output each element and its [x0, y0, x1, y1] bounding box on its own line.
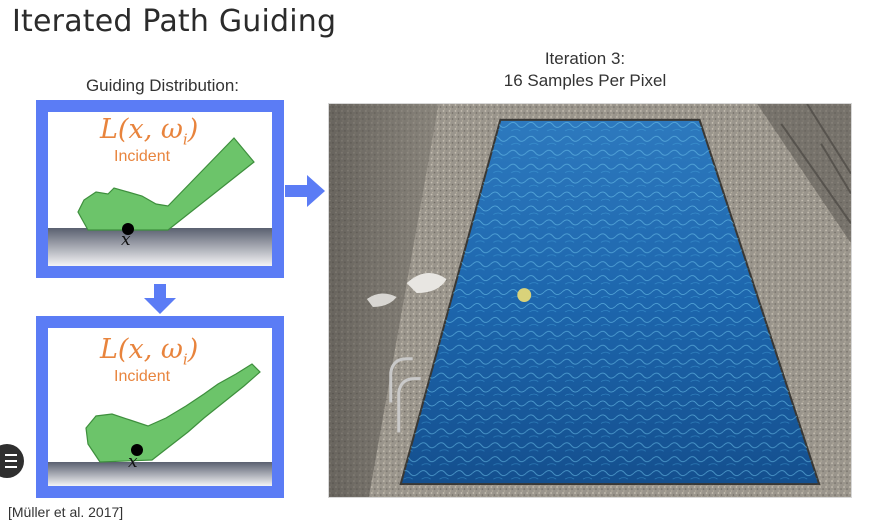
surface-plane [48, 228, 272, 266]
guiding-panel-bottom: L(x, ωi) Incident x [36, 316, 284, 498]
iteration-title: Iteration 3: [544, 49, 626, 68]
citation: [Müller et al. 2017] [8, 504, 124, 520]
menu-icon[interactable] [0, 444, 24, 478]
arrow-right-icon [285, 175, 325, 207]
incident-label: Incident [114, 368, 171, 385]
arrow-down-icon [144, 284, 176, 314]
shading-point [131, 444, 143, 456]
incident-label: Incident [114, 148, 171, 165]
rendered-pool-image [328, 103, 852, 498]
slide-title: Iterated Path Guiding [12, 4, 337, 39]
radiance-label: L(x, ωi) [100, 114, 199, 149]
guiding-lobe [85, 363, 261, 463]
guiding-lobe-diagram-bottom [48, 363, 272, 486]
guiding-lobe-diagram-top [48, 137, 272, 266]
samples-per-pixel: 16 Samples Per Pixel [503, 71, 667, 90]
guiding-panel-top: L(x, ωi) Incident x [36, 100, 284, 278]
surface-plane [48, 462, 272, 486]
point-label: x [121, 230, 131, 250]
pool-render [329, 104, 851, 497]
radiance-label: L(x, ωi) [100, 334, 199, 369]
shading-point [122, 223, 134, 235]
point-label: x [128, 452, 138, 472]
guiding-lobe [77, 137, 255, 231]
iteration-caption: Iteration 3: 16 Samples Per Pixel [470, 48, 700, 92]
guiding-distribution-caption: Guiding Distribution: [85, 76, 240, 95]
